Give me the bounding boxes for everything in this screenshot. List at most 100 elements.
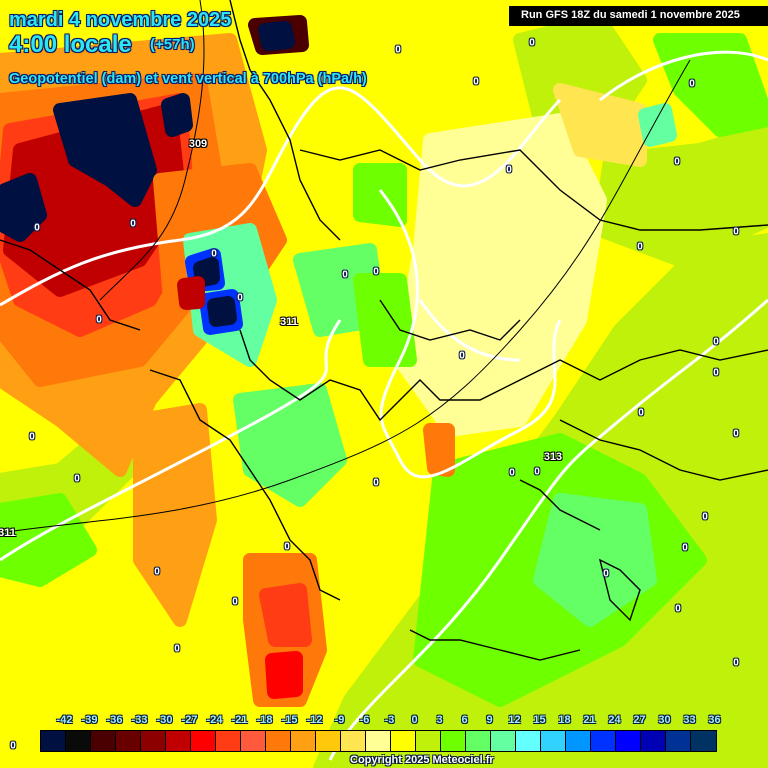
coastlines	[0, 0, 768, 661]
legend-tick: 3	[436, 714, 443, 726]
geopotential-label: 311	[280, 316, 298, 328]
field-region	[653, 33, 768, 137]
field-region	[265, 651, 303, 699]
zero-contour	[378, 189, 562, 479]
legend-swatch	[566, 731, 591, 751]
legend-tick: -6	[359, 714, 370, 726]
legend-swatch	[166, 731, 191, 751]
zero-contour-label: 0	[284, 541, 290, 553]
zero-contour-label: 0	[689, 78, 695, 90]
zero-contour-label: 0	[509, 467, 515, 479]
geopotential-contour	[99, 0, 205, 301]
legend-tick: -24	[206, 714, 223, 726]
legend-tick: -39	[81, 714, 98, 726]
legend-tick: -27	[181, 714, 198, 726]
field-region	[353, 273, 417, 367]
legend-swatch	[116, 731, 141, 751]
legend-tick: 18	[558, 714, 571, 726]
forecast-lead-time: (+57h)	[150, 36, 195, 53]
zero-contour-label: 0	[174, 643, 180, 655]
legend-swatch	[66, 731, 91, 751]
legend-swatch	[641, 731, 666, 751]
parameter-title: Geopotentiel (dam) et vent vertical à 70…	[9, 71, 367, 87]
zero-contour	[0, 86, 562, 307]
zero-contour	[0, 319, 342, 562]
zero-contour-label: 0	[637, 241, 643, 253]
legend-tick: 9	[486, 714, 493, 726]
legend-tick: 21	[583, 714, 596, 726]
zero-contour-label: 0	[342, 269, 348, 281]
zero-contour-label: 0	[373, 477, 379, 489]
field-region	[638, 103, 677, 147]
run-info-box: Run GFS 18Z du samedi 1 novembre 2025	[509, 6, 768, 26]
zero-contour-label: 0	[733, 226, 739, 238]
legend-swatch	[691, 731, 716, 751]
legend-swatch	[541, 731, 566, 751]
run-info-text: Run GFS 18Z du samedi 1 novembre 2025	[521, 9, 740, 21]
legend-tick: 36	[708, 714, 721, 726]
legend-tick: -12	[306, 714, 323, 726]
legend-tick: -21	[231, 714, 248, 726]
legend-swatch	[91, 731, 116, 751]
legend-swatch	[266, 731, 291, 751]
legend-swatch	[441, 731, 466, 751]
legend-tick: 15	[533, 714, 546, 726]
zero-contour-label: 0	[534, 466, 540, 478]
zero-contour	[418, 299, 521, 362]
zero-contour-lines	[0, 50, 768, 761]
zero-contour-label: 0	[675, 603, 681, 615]
field-region	[553, 83, 647, 167]
legend-tick: 24	[608, 714, 621, 726]
zero-contour-label: 0	[682, 542, 688, 554]
zero-contour-label: 0	[733, 657, 739, 669]
color-scale-legend	[40, 730, 717, 752]
legend-swatch	[316, 731, 341, 751]
legend-swatch	[366, 731, 391, 751]
legend-tick: -33	[131, 714, 148, 726]
legend-swatch	[216, 731, 241, 751]
geopotential-contour	[0, 59, 691, 534]
legend-swatch	[341, 731, 366, 751]
legend-tick: -9	[334, 714, 345, 726]
legend-tick: -36	[106, 714, 123, 726]
field-region	[533, 493, 657, 627]
legend-tick: 0	[411, 714, 418, 726]
zero-contour-label: 0	[237, 292, 243, 304]
field-region	[258, 21, 295, 51]
legend-swatch	[516, 731, 541, 751]
legend-swatch	[591, 731, 616, 751]
zero-contour-label: 0	[211, 248, 217, 260]
zero-contour-label: 0	[395, 44, 401, 56]
zero-contour-label: 0	[702, 511, 708, 523]
zero-contour	[599, 50, 768, 102]
zero-contour-label: 0	[713, 367, 719, 379]
forecast-date: mardi 4 novembre 2025	[9, 9, 232, 31]
legend-tick: 27	[633, 714, 646, 726]
legend-swatch	[141, 731, 166, 751]
field-region	[423, 423, 455, 477]
legend-tick: -15	[281, 714, 298, 726]
field-region	[133, 403, 217, 627]
zero-contour-label: 0	[96, 314, 102, 326]
legend-swatch	[391, 731, 416, 751]
zero-contour-label: 0	[473, 76, 479, 88]
legend-tick: 6	[461, 714, 468, 726]
zero-contour-label: 0	[130, 218, 136, 230]
legend-swatch	[41, 731, 66, 751]
legend-swatch	[291, 731, 316, 751]
legend-tick: 30	[658, 714, 671, 726]
legend-swatch	[416, 731, 441, 751]
zero-contour-label: 0	[232, 596, 238, 608]
zero-contour-label: 0	[10, 740, 16, 752]
zero-contour	[328, 298, 768, 761]
zero-contour-label: 0	[34, 222, 40, 234]
legend-swatch	[466, 731, 491, 751]
field-region	[177, 276, 205, 310]
copyright-text: Copyright 2025 Meteociel.fr	[350, 754, 494, 766]
legend-tick: -18	[256, 714, 273, 726]
field-region	[0, 173, 47, 242]
legend-tick: -42	[56, 714, 73, 726]
forecast-time: 4:00 locale	[9, 31, 132, 58]
zero-contour-label: 0	[603, 568, 609, 580]
